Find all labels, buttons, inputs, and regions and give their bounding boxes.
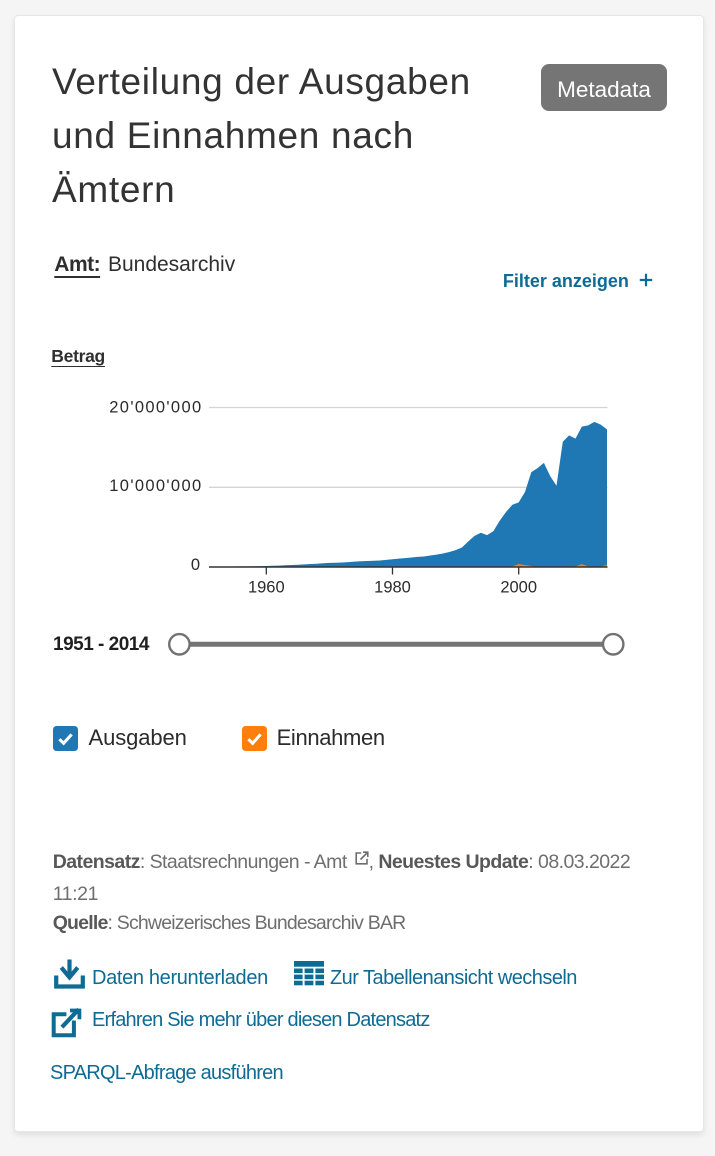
svg-text:1960: 1960 bbox=[248, 579, 285, 597]
svg-text:2000: 2000 bbox=[500, 579, 537, 597]
svg-text:1980: 1980 bbox=[374, 579, 411, 597]
svg-text:20'000'000: 20'000'000 bbox=[109, 399, 202, 417]
svg-text:10'000'000: 10'000'000 bbox=[109, 477, 202, 495]
svg-text:0: 0 bbox=[191, 556, 200, 574]
